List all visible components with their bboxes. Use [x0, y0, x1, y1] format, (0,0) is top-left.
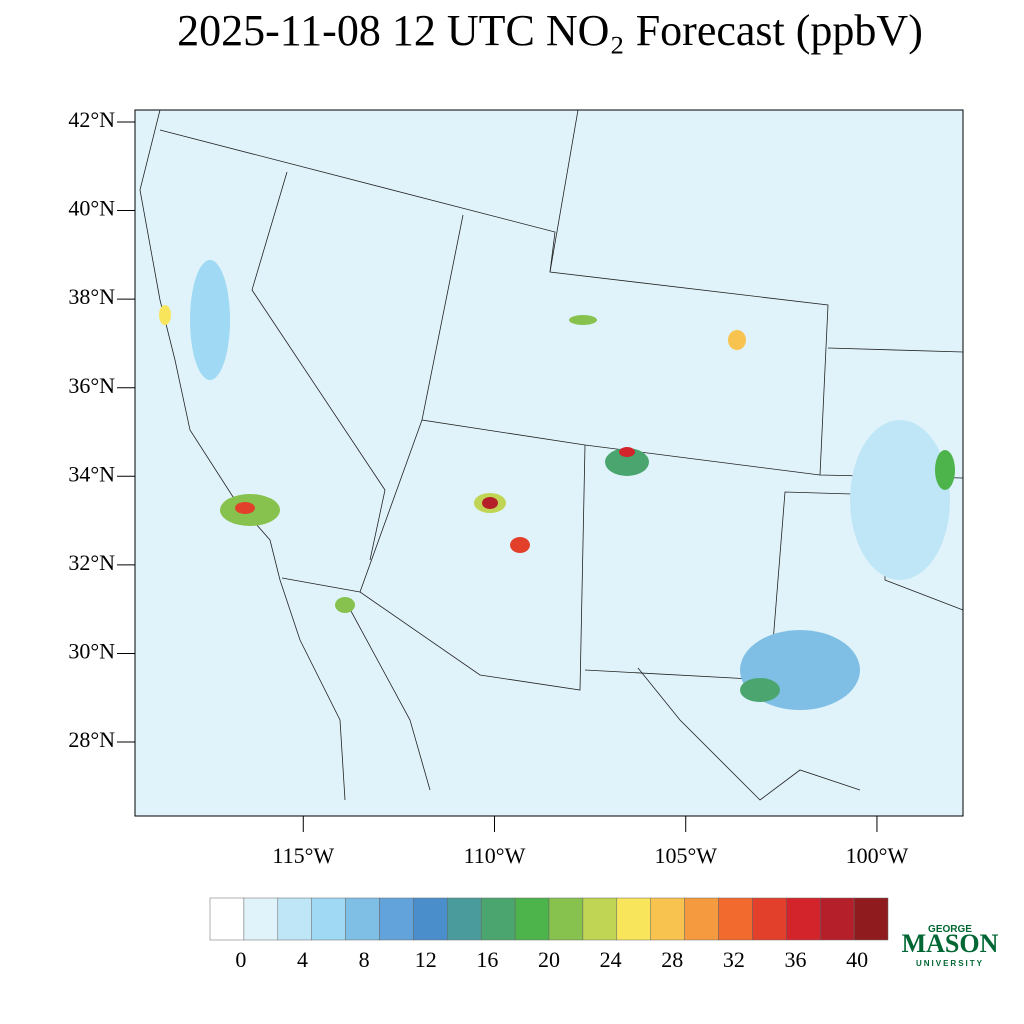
lat-label: 42°N	[68, 107, 115, 132]
colorbar-label: 36	[785, 947, 807, 972]
colorbar-box	[447, 897, 482, 941]
colorbar-label: 8	[359, 947, 370, 972]
colorbar-box	[277, 897, 312, 941]
lon-label: 105°W	[654, 843, 717, 868]
colorbar-box	[582, 897, 618, 941]
map-frame	[134, 109, 964, 817]
colorbar-label: 12	[415, 947, 437, 972]
colorbar-label: 4	[297, 947, 308, 972]
colorbar-label: 40	[846, 947, 868, 972]
colorbar-box	[684, 897, 719, 941]
title: 2025-11-08 12 UTC NO₂ Forecast (ppbV)	[177, 6, 923, 55]
colorbar-box	[853, 897, 889, 941]
colorbar-box	[819, 897, 855, 941]
colorbar-box	[548, 897, 584, 941]
lat-label: 36°N	[68, 373, 115, 398]
borders	[139, 109, 964, 801]
lat-label: 30°N	[68, 638, 115, 663]
colorbar-box	[650, 897, 685, 941]
colorbar-box	[379, 897, 414, 941]
lon-label: 115°W	[272, 843, 334, 868]
colorbar-label: 0	[235, 947, 246, 972]
colorbar-box	[514, 897, 550, 941]
colorbar-label: 24	[600, 947, 622, 972]
colorbar-box	[718, 897, 753, 941]
logo-top: GEORGE	[928, 924, 972, 935]
colorbar-box	[480, 897, 516, 941]
colorbar-label: 32	[723, 947, 745, 972]
logo-bottom: UNIVERSITY	[916, 959, 984, 968]
lat-label: 28°N	[68, 727, 115, 752]
colorbar-label: 20	[538, 947, 560, 972]
colorbar-box	[311, 897, 346, 941]
lat-label: 34°N	[68, 461, 115, 486]
logo-main: MASON	[902, 929, 999, 958]
concentration-shading	[159, 260, 955, 710]
colorbar-label: 16	[476, 947, 498, 972]
colorbar-box	[345, 897, 380, 941]
lon-label: 110°W	[464, 843, 526, 868]
colorbar-box	[752, 897, 787, 941]
lat-label: 38°N	[68, 284, 115, 309]
colorbar-box	[209, 897, 245, 941]
logo: GEORGE MASON UNIVERSITY	[902, 924, 999, 968]
colorbar-label: 28	[661, 947, 683, 972]
colorbar-box	[786, 897, 821, 941]
lat-label: 40°N	[68, 196, 115, 221]
lat-label: 32°N	[68, 550, 115, 575]
colorbar-box	[243, 897, 279, 941]
lon-label: 100°W	[846, 843, 909, 868]
colorbar-box	[413, 897, 448, 941]
colorbar-box	[616, 897, 651, 941]
